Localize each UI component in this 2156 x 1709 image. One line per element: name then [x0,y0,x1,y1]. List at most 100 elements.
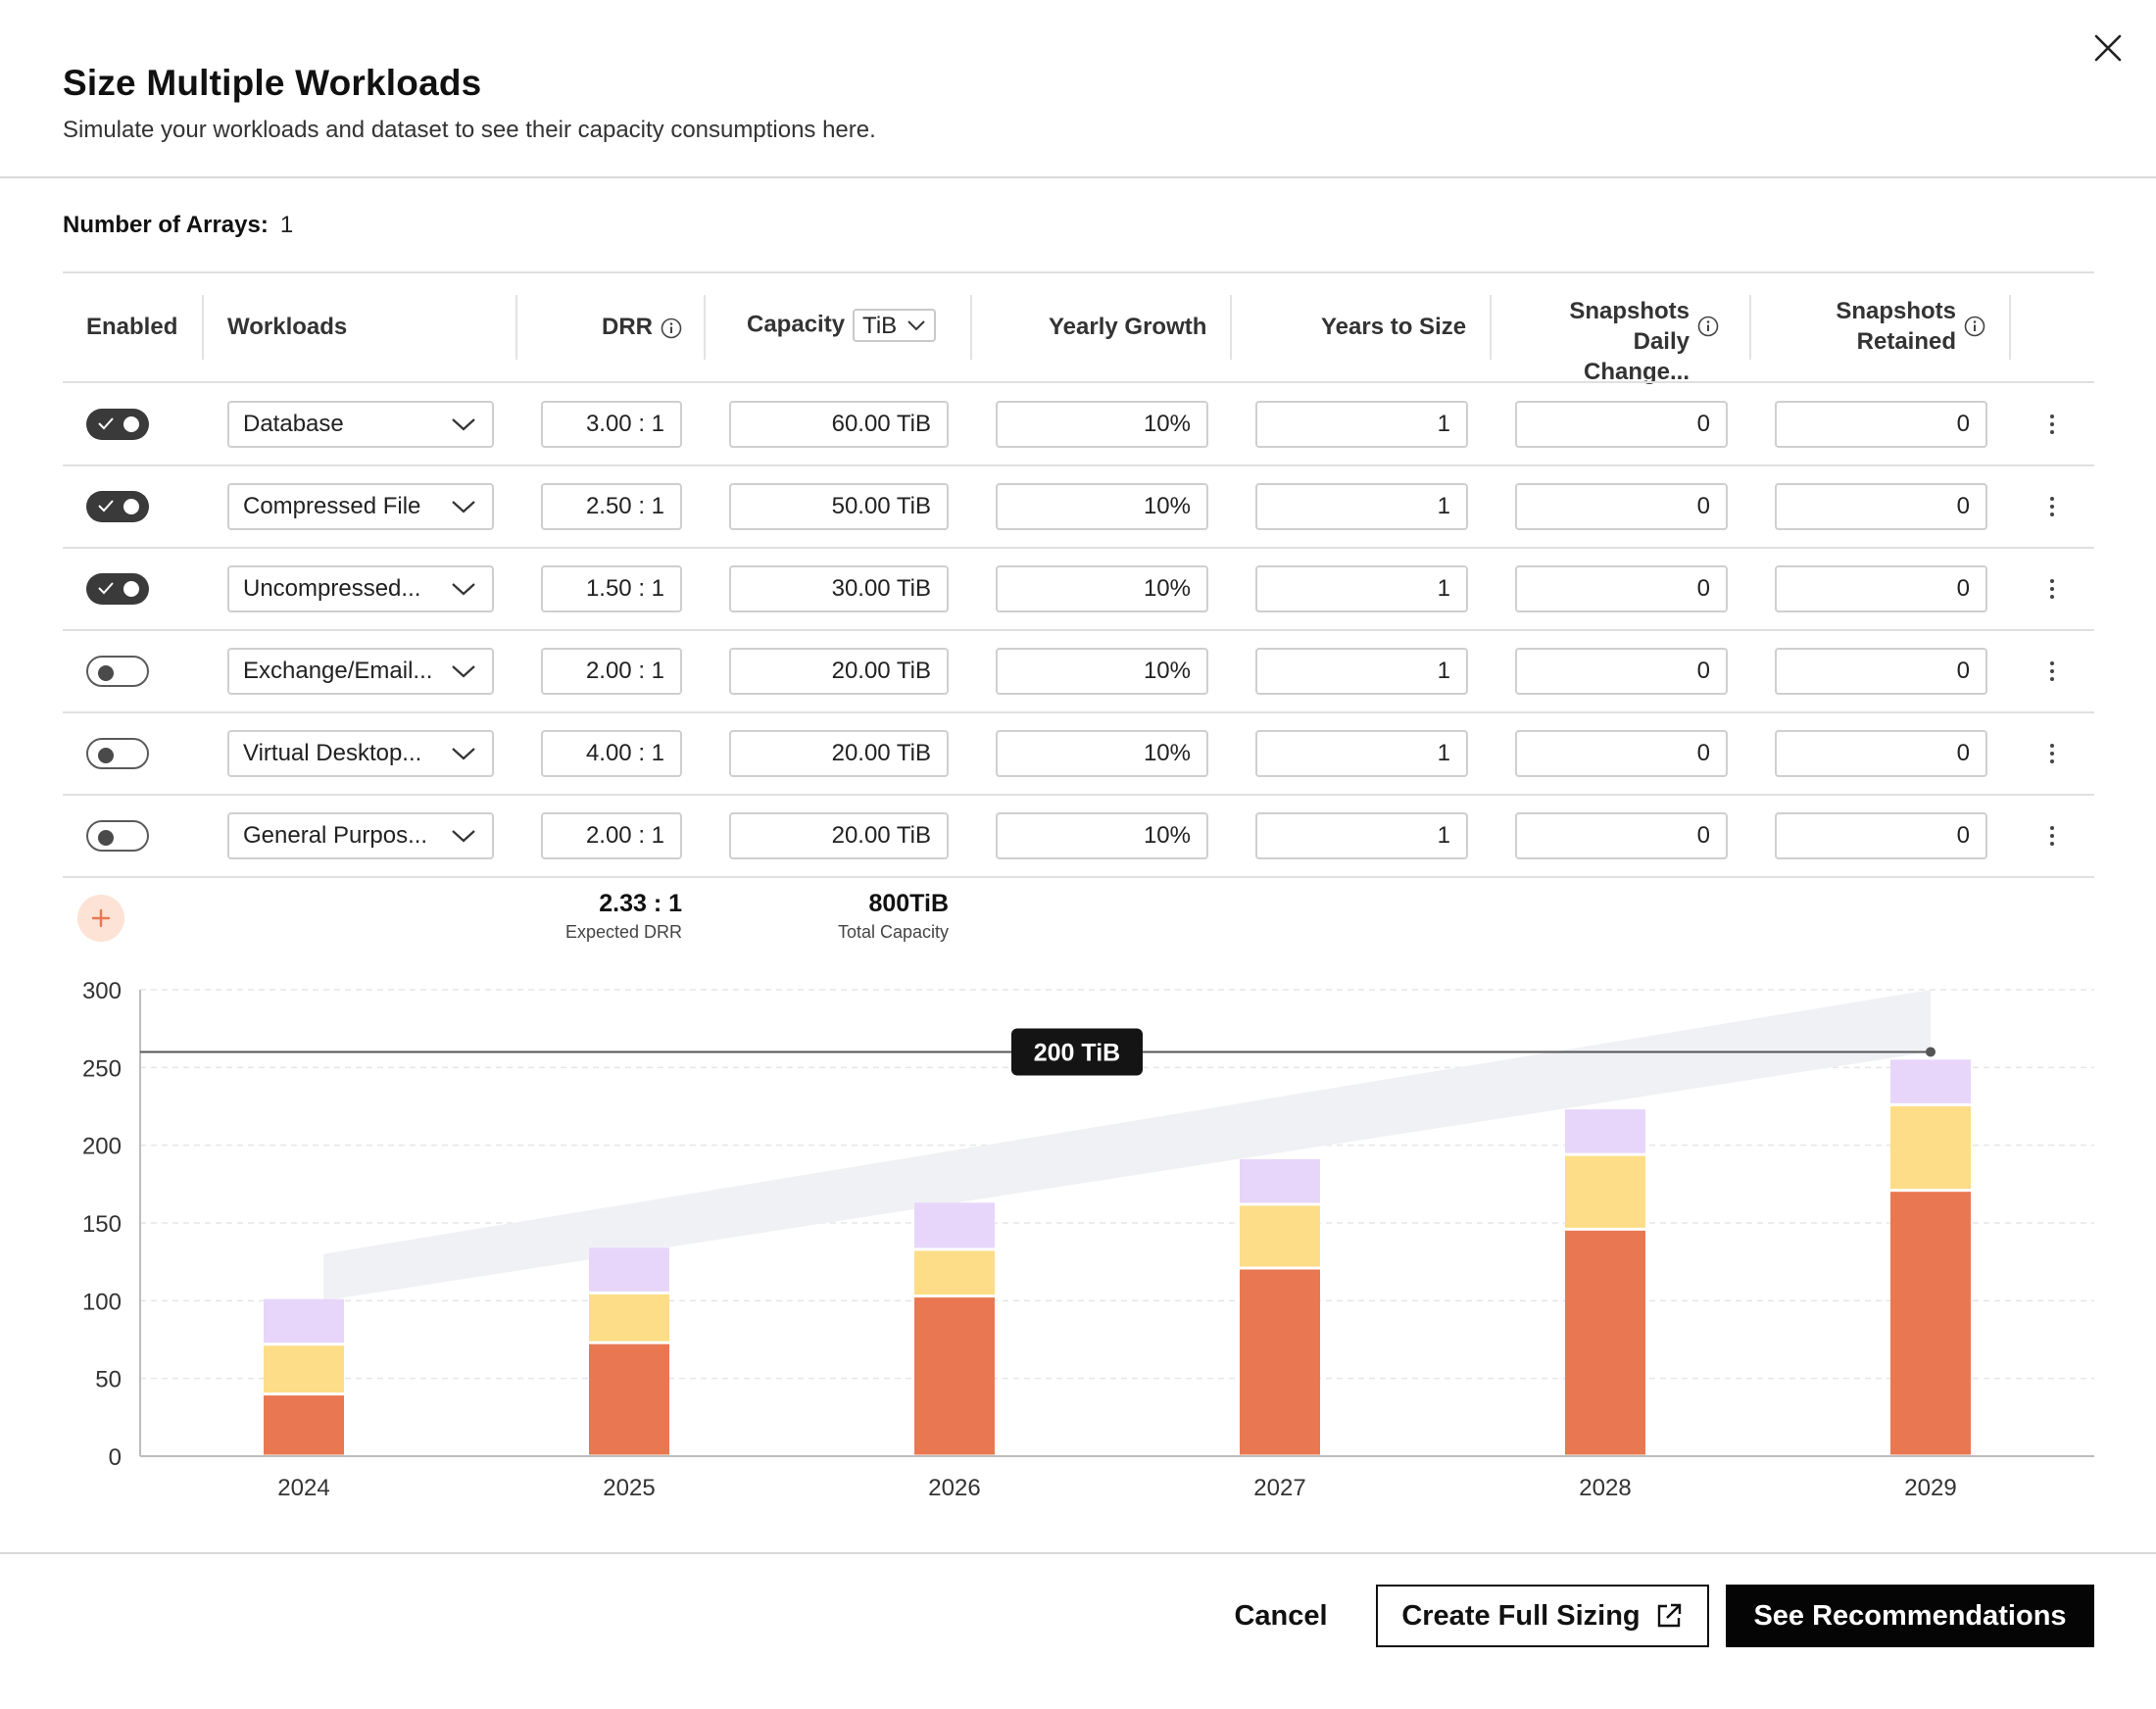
enabled-toggle[interactable] [86,409,149,440]
capacity-unit-value: TiB [862,312,898,339]
workload-select-value: General Purpos... [243,822,428,849]
enabled-toggle[interactable] [86,656,149,687]
row-menu-button[interactable] [2042,407,2062,442]
check-icon [98,582,114,595]
drr-input[interactable]: 2.00 : 1 [541,648,682,695]
bar-segment [1240,1205,1320,1267]
workload-select[interactable]: Database [227,401,494,448]
snapshots-daily-change-input-value: 0 [1696,411,1710,437]
workload-select[interactable]: Virtual Desktop... [227,730,494,777]
snapshots-daily-change-input[interactable]: 0 [1515,483,1728,530]
threshold-label: 200 TiB [1034,1039,1120,1066]
column-separator [1230,295,1232,360]
snapshots-daily-change-input[interactable]: 0 [1515,812,1728,859]
drr-input[interactable]: 2.00 : 1 [541,812,682,859]
row-menu-button[interactable] [2042,736,2062,771]
capacity-input[interactable]: 50.00 TiB [729,483,949,530]
trend-band [323,990,1931,1301]
info-icon[interactable] [1964,316,1985,337]
years-to-size-input[interactable]: 1 [1255,648,1468,695]
toggle-knob [123,416,139,432]
row-menu-button[interactable] [2042,571,2062,607]
drr-input[interactable]: 2.50 : 1 [541,483,682,530]
workload-select-value: Compressed File [243,493,421,519]
row-menu-button[interactable] [2042,489,2062,524]
enabled-toggle[interactable] [86,738,149,769]
see-recommendations-button[interactable]: See Recommendations [1726,1585,2094,1647]
workload-select[interactable]: Exchange/Email... [227,648,494,695]
cancel-button[interactable]: Cancel [1234,1599,1328,1632]
years-to-size-input[interactable]: 1 [1255,565,1468,612]
years-to-size-input[interactable]: 1 [1255,483,1468,530]
capacity-input[interactable]: 20.00 TiB [729,730,949,777]
workload-select-value: Virtual Desktop... [243,740,422,766]
snapshots-retained-input[interactable]: 0 [1775,565,1987,612]
header-workloads: Workloads [227,314,348,340]
capacity-input[interactable]: 20.00 TiB [729,648,949,695]
enabled-toggle[interactable] [86,820,149,852]
bar-segment [914,1202,995,1248]
x-tick-label: 2027 [1253,1475,1305,1501]
yearly-growth-input[interactable]: 10% [996,730,1208,777]
workload-select[interactable]: Uncompressed... [227,565,494,612]
snapshots-retained-input[interactable]: 0 [1775,648,1987,695]
yearly-growth-input[interactable]: 10% [996,401,1208,448]
workload-select[interactable]: General Purpos... [227,812,494,859]
enabled-toggle[interactable] [86,491,149,522]
yearly-growth-input[interactable]: 10% [996,483,1208,530]
kebab-dot [2050,661,2054,665]
drr-input[interactable]: 3.00 : 1 [541,401,682,448]
x-tick-label: 2028 [1579,1475,1631,1501]
drr-input[interactable]: 4.00 : 1 [541,730,682,777]
yearly-growth-input[interactable]: 10% [996,648,1208,695]
column-separator [1490,295,1492,360]
snapshots-retained-input-value: 0 [1956,411,1970,437]
x-tick-label: 2029 [1904,1475,1956,1501]
total-capacity-value: 800TiB [868,890,949,917]
workload-select[interactable]: Compressed File [227,483,494,530]
snapshots-retained-input[interactable]: 0 [1775,401,1987,448]
row-menu-button[interactable] [2042,654,2062,689]
enabled-toggle[interactable] [86,573,149,605]
capacity-unit-select[interactable]: TiB [853,309,937,342]
snapshots-retained-input[interactable]: 0 [1775,730,1987,777]
years-to-size-input-value: 1 [1437,740,1450,766]
add-workload-button[interactable] [77,895,124,942]
snapshots-daily-change-input[interactable]: 0 [1515,401,1728,448]
snapshots-retained-input[interactable]: 0 [1775,483,1987,530]
header-snap-change-line1: Snapshots [1569,298,1690,324]
yearly-growth-input-value: 10% [1143,493,1191,519]
capacity-input[interactable]: 60.00 TiB [729,401,949,448]
create-full-sizing-button[interactable]: Create Full Sizing [1376,1585,1709,1647]
workload-select-value: Exchange/Email... [243,658,433,684]
drr-input-value: 1.50 : 1 [585,575,664,602]
snapshots-daily-change-input[interactable]: 0 [1515,565,1728,612]
total-capacity-label: Total Capacity [837,922,949,942]
close-icon [2094,34,2122,62]
capacity-input[interactable]: 20.00 TiB [729,812,949,859]
arrays-label: Number of Arrays: [63,212,269,238]
kebab-dot [2050,505,2054,509]
snapshots-daily-change-input[interactable]: 0 [1515,648,1728,695]
info-icon[interactable] [1697,316,1719,337]
years-to-size-input[interactable]: 1 [1255,812,1468,859]
row-menu-button[interactable] [2042,818,2062,854]
bar-segment [1565,1155,1645,1228]
kebab-dot [2050,842,2054,846]
snapshots-daily-change-input[interactable]: 0 [1515,730,1728,777]
kebab-dot [2050,579,2054,583]
bar-segment [1890,1192,1971,1455]
yearly-growth-input[interactable]: 10% [996,565,1208,612]
snapshots-retained-input[interactable]: 0 [1775,812,1987,859]
info-icon[interactable] [661,317,682,339]
close-button[interactable] [2088,28,2128,68]
capacity-input[interactable]: 30.00 TiB [729,565,949,612]
years-to-size-input-value: 1 [1437,493,1450,519]
yearly-growth-input[interactable]: 10% [996,812,1208,859]
years-to-size-input[interactable]: 1 [1255,730,1468,777]
drr-input[interactable]: 1.50 : 1 [541,565,682,612]
years-to-size-input[interactable]: 1 [1255,401,1468,448]
header-enabled: Enabled [86,314,178,340]
kebab-dot [2050,826,2054,830]
